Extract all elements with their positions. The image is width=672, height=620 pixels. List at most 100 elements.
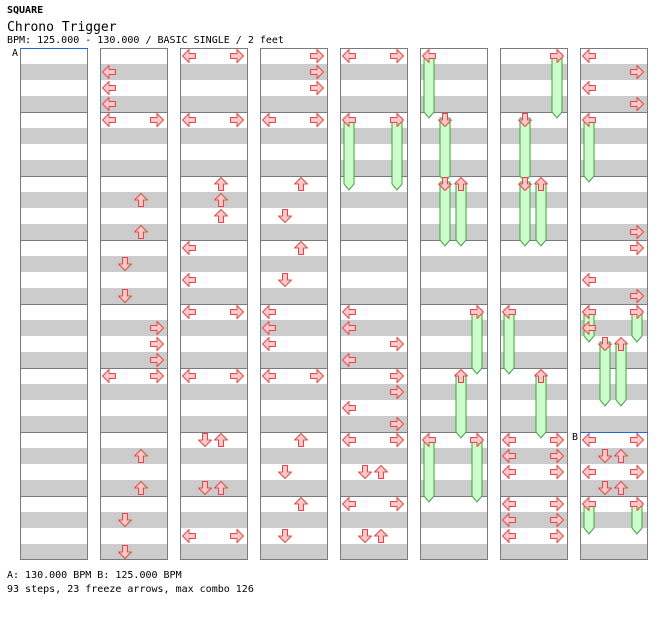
- measure-line: [21, 304, 87, 305]
- beat-stripe: [341, 416, 407, 432]
- beat-stripe: [261, 384, 327, 400]
- measure-line: [581, 112, 647, 113]
- bpm-change-line: [20, 48, 88, 49]
- measure-line: [501, 240, 567, 241]
- measure-line: [21, 496, 87, 497]
- beat-stripe: [581, 544, 647, 559]
- beat-stripe: [341, 224, 407, 240]
- beat-stripe: [261, 416, 327, 432]
- beat-stripe: [101, 544, 167, 559]
- chart-column: [420, 48, 488, 560]
- beat-stripe: [341, 256, 407, 272]
- beat-stripe: [421, 192, 487, 208]
- beat-stripe: [581, 96, 647, 112]
- measure-line: [101, 496, 167, 497]
- chart-rank-title: SQUARE: [7, 5, 44, 16]
- beat-stripe: [501, 224, 567, 240]
- beat-stripe: [341, 128, 407, 144]
- beat-stripe: [501, 256, 567, 272]
- beat-stripe: [501, 192, 567, 208]
- beat-stripe: [581, 128, 647, 144]
- beat-stripe: [421, 288, 487, 304]
- beat-stripe: [101, 384, 167, 400]
- beat-stripe: [341, 192, 407, 208]
- measure-line: [581, 496, 647, 497]
- measure-line: [101, 112, 167, 113]
- measure-line: [581, 304, 647, 305]
- measure-line: [101, 304, 167, 305]
- beat-stripe: [421, 480, 487, 496]
- beat-stripe: [21, 256, 87, 272]
- measure-line: [341, 112, 407, 113]
- beat-stripe: [501, 480, 567, 496]
- chart-column: [100, 48, 168, 560]
- beat-stripe: [101, 192, 167, 208]
- beat-stripe: [21, 288, 87, 304]
- measure-line: [21, 432, 87, 433]
- beat-stripe: [421, 352, 487, 368]
- beat-stripe: [181, 128, 247, 144]
- beat-stripe: [581, 480, 647, 496]
- beat-stripe: [181, 320, 247, 336]
- measure-line: [101, 368, 167, 369]
- beat-stripe: [21, 96, 87, 112]
- beat-stripe: [21, 416, 87, 432]
- beat-stripe: [261, 256, 327, 272]
- measure-line: [581, 176, 647, 177]
- measure-line: [261, 304, 327, 305]
- measure-line: [501, 368, 567, 369]
- beat-stripe: [501, 544, 567, 559]
- beat-stripe: [421, 64, 487, 80]
- beat-stripe: [421, 384, 487, 400]
- beat-stripe: [181, 448, 247, 464]
- beat-stripe: [341, 352, 407, 368]
- measure-line: [181, 112, 247, 113]
- beat-stripe: [501, 416, 567, 432]
- beat-stripe: [21, 192, 87, 208]
- measure-line: [341, 176, 407, 177]
- beat-stripe: [501, 128, 567, 144]
- beat-stripe: [21, 512, 87, 528]
- measure-line: [501, 496, 567, 497]
- beat-stripe: [181, 96, 247, 112]
- beat-stripe: [261, 544, 327, 559]
- beat-stripe: [501, 384, 567, 400]
- beat-stripe: [101, 512, 167, 528]
- step-stats: 93 steps, 23 freeze arrows, max combo 12…: [7, 584, 254, 595]
- beat-stripe: [181, 352, 247, 368]
- beat-stripe: [501, 448, 567, 464]
- beat-stripe: [581, 288, 647, 304]
- chart-column: [260, 48, 328, 560]
- measure-line: [421, 112, 487, 113]
- beat-stripe: [21, 480, 87, 496]
- beat-stripe: [101, 96, 167, 112]
- beat-stripe: [181, 544, 247, 559]
- beat-stripe: [21, 64, 87, 80]
- measure-line: [421, 176, 487, 177]
- measure-line: [421, 368, 487, 369]
- beat-stripe: [581, 384, 647, 400]
- bpm-change-label: A: [12, 48, 19, 59]
- beat-stripe: [101, 480, 167, 496]
- measure-line: [21, 176, 87, 177]
- beat-stripe: [501, 352, 567, 368]
- beat-stripe: [341, 64, 407, 80]
- measure-line: [581, 368, 647, 369]
- beat-stripe: [101, 64, 167, 80]
- measure-line: [421, 240, 487, 241]
- beat-stripe: [341, 544, 407, 559]
- beat-stripe: [181, 480, 247, 496]
- measure-line: [261, 176, 327, 177]
- beat-stripe: [261, 224, 327, 240]
- measure-line: [181, 432, 247, 433]
- measure-line: [181, 240, 247, 241]
- beat-stripe: [421, 416, 487, 432]
- beat-stripe: [581, 160, 647, 176]
- beat-stripe: [341, 96, 407, 112]
- beat-stripe: [261, 96, 327, 112]
- beat-stripe: [261, 160, 327, 176]
- measure-line: [501, 112, 567, 113]
- bpm-legend: A: 130.000 BPM B: 125.000 BPM: [7, 570, 182, 581]
- beat-stripe: [421, 96, 487, 112]
- beat-stripe: [261, 64, 327, 80]
